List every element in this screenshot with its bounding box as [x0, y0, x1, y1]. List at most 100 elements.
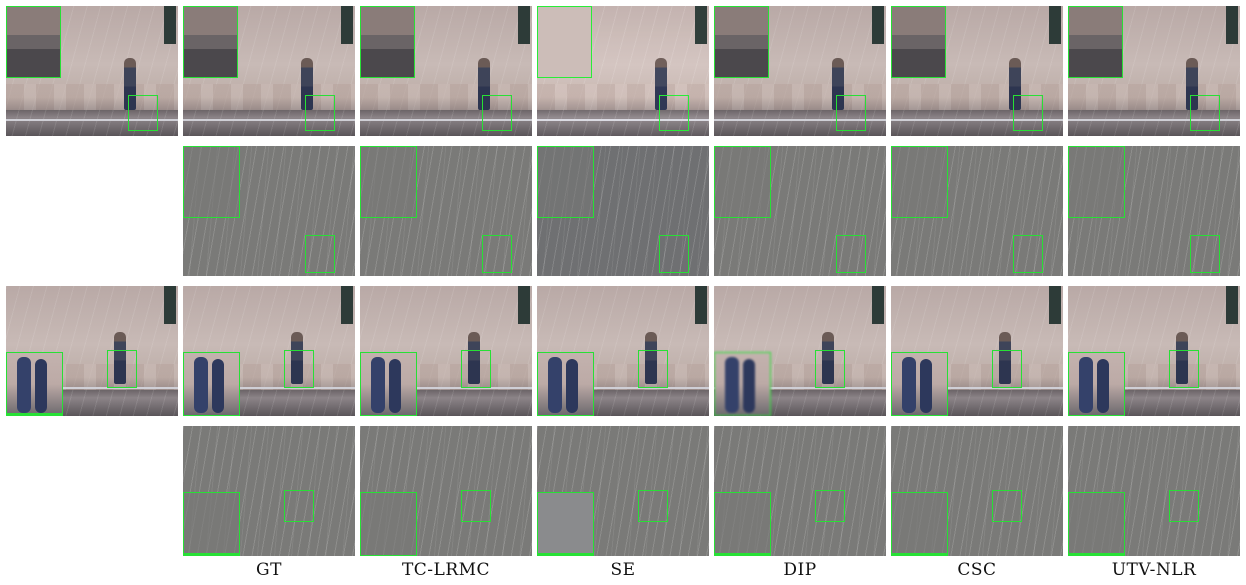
frame-csc-1: [891, 6, 1063, 136]
pedestrian: [1186, 58, 1198, 110]
zoom-box: [638, 490, 668, 522]
zoom-box: [461, 490, 491, 522]
zoom-box: [992, 350, 1022, 388]
column-label-csc: CSC: [957, 560, 997, 580]
residual-csc-1: [891, 146, 1063, 276]
pedestrian: [478, 58, 490, 110]
zoom-box: [1169, 350, 1199, 388]
pedestrian: [114, 332, 126, 384]
zoom-inset: [714, 146, 771, 218]
frame-rainy-input-2: [6, 286, 178, 416]
zoom-box: [659, 235, 689, 273]
zoom-box: [992, 490, 1022, 522]
frame-csc-2: [891, 286, 1063, 416]
frame-se-1: [537, 6, 709, 136]
zoom-box: [659, 95, 689, 131]
zoom-inset: [1068, 492, 1125, 556]
frame-dip-1: [714, 6, 886, 136]
column-label-gt: GT: [256, 560, 282, 580]
empty-cell: [6, 146, 178, 276]
zoom-inset: [537, 146, 594, 218]
inset-underline: [714, 553, 771, 556]
residual-gt-1: [183, 146, 355, 276]
figure-grid: [6, 6, 1240, 556]
pedestrian: [822, 332, 834, 384]
residual-dip-1: [714, 146, 886, 276]
zoom-box: [1013, 95, 1043, 131]
zoom-inset: [891, 6, 946, 78]
zoom-box: [1169, 490, 1199, 522]
zoom-box: [305, 95, 335, 131]
zoom-box: [482, 235, 512, 273]
column-labels: GT TC-LRMC SE DIP CSC UTV-NLR: [0, 560, 1246, 585]
zoom-inset: [360, 492, 417, 556]
zoom-box: [128, 95, 158, 131]
frame-gt-1: [183, 6, 355, 136]
zoom-inset: [1068, 352, 1125, 416]
zoom-inset: [360, 6, 415, 78]
inset-underline: [183, 553, 240, 556]
zoom-inset: [891, 146, 948, 218]
residual-se-2: [537, 426, 709, 556]
pedestrian: [1176, 332, 1188, 384]
pedestrian: [124, 58, 136, 110]
zoom-box: [815, 490, 845, 522]
zoom-inset: [6, 6, 61, 78]
inset-underline: [891, 553, 948, 556]
residual-csc-2: [891, 426, 1063, 556]
pedestrian: [301, 58, 313, 110]
frame-gt-2: [183, 286, 355, 416]
inset-underline: [6, 413, 63, 416]
frame-dip-2: [714, 286, 886, 416]
zoom-inset: [714, 492, 771, 556]
zoom-inset: [891, 352, 948, 416]
zoom-box: [1190, 235, 1220, 273]
residual-dip-2: [714, 426, 886, 556]
zoom-box: [284, 350, 314, 388]
zoom-inset: [6, 352, 63, 416]
zoom-box: [1013, 235, 1043, 273]
pedestrian: [645, 332, 657, 384]
zoom-inset: [183, 6, 238, 78]
zoom-box: [815, 350, 845, 388]
zoom-box: [836, 95, 866, 131]
zoom-inset: [1068, 6, 1123, 78]
empty-cell: [6, 426, 178, 556]
inset-underline: [1068, 553, 1125, 556]
pedestrian: [999, 332, 1011, 384]
column-label-utvnlr: UTV-NLR: [1111, 560, 1197, 580]
zoom-inset: [714, 6, 769, 78]
zoom-box: [284, 490, 314, 522]
zoom-inset: [891, 492, 948, 556]
zoom-inset: [183, 352, 240, 416]
frame-tclrmc-2: [360, 286, 532, 416]
zoom-inset: [537, 492, 594, 556]
inset-underline: [537, 553, 594, 556]
residual-se-1: [537, 146, 709, 276]
zoom-inset: [360, 352, 417, 416]
frame-utvnlr-1: [1068, 6, 1240, 136]
column-label-dip: DIP: [783, 560, 817, 580]
residual-utvnlr-2: [1068, 426, 1240, 556]
zoom-box: [305, 235, 335, 273]
zoom-box: [107, 350, 137, 388]
pedestrian: [468, 332, 480, 384]
frame-rainy-input-1: [6, 6, 178, 136]
zoom-box: [836, 235, 866, 273]
zoom-inset: [183, 146, 240, 218]
zoom-box: [638, 350, 668, 388]
zoom-box: [461, 350, 491, 388]
residual-utvnlr-1: [1068, 146, 1240, 276]
frame-utvnlr-2: [1068, 286, 1240, 416]
zoom-inset: [183, 492, 240, 556]
zoom-box: [482, 95, 512, 131]
zoom-inset: [1068, 146, 1125, 218]
residual-gt-2: [183, 426, 355, 556]
zoom-inset: [537, 6, 592, 78]
residual-tclrmc-2: [360, 426, 532, 556]
zoom-inset: [537, 352, 594, 416]
residual-tclrmc-1: [360, 146, 532, 276]
frame-se-2: [537, 286, 709, 416]
column-label-tclrmc: TC-LRMC: [401, 560, 491, 580]
zoom-inset: [714, 352, 771, 416]
